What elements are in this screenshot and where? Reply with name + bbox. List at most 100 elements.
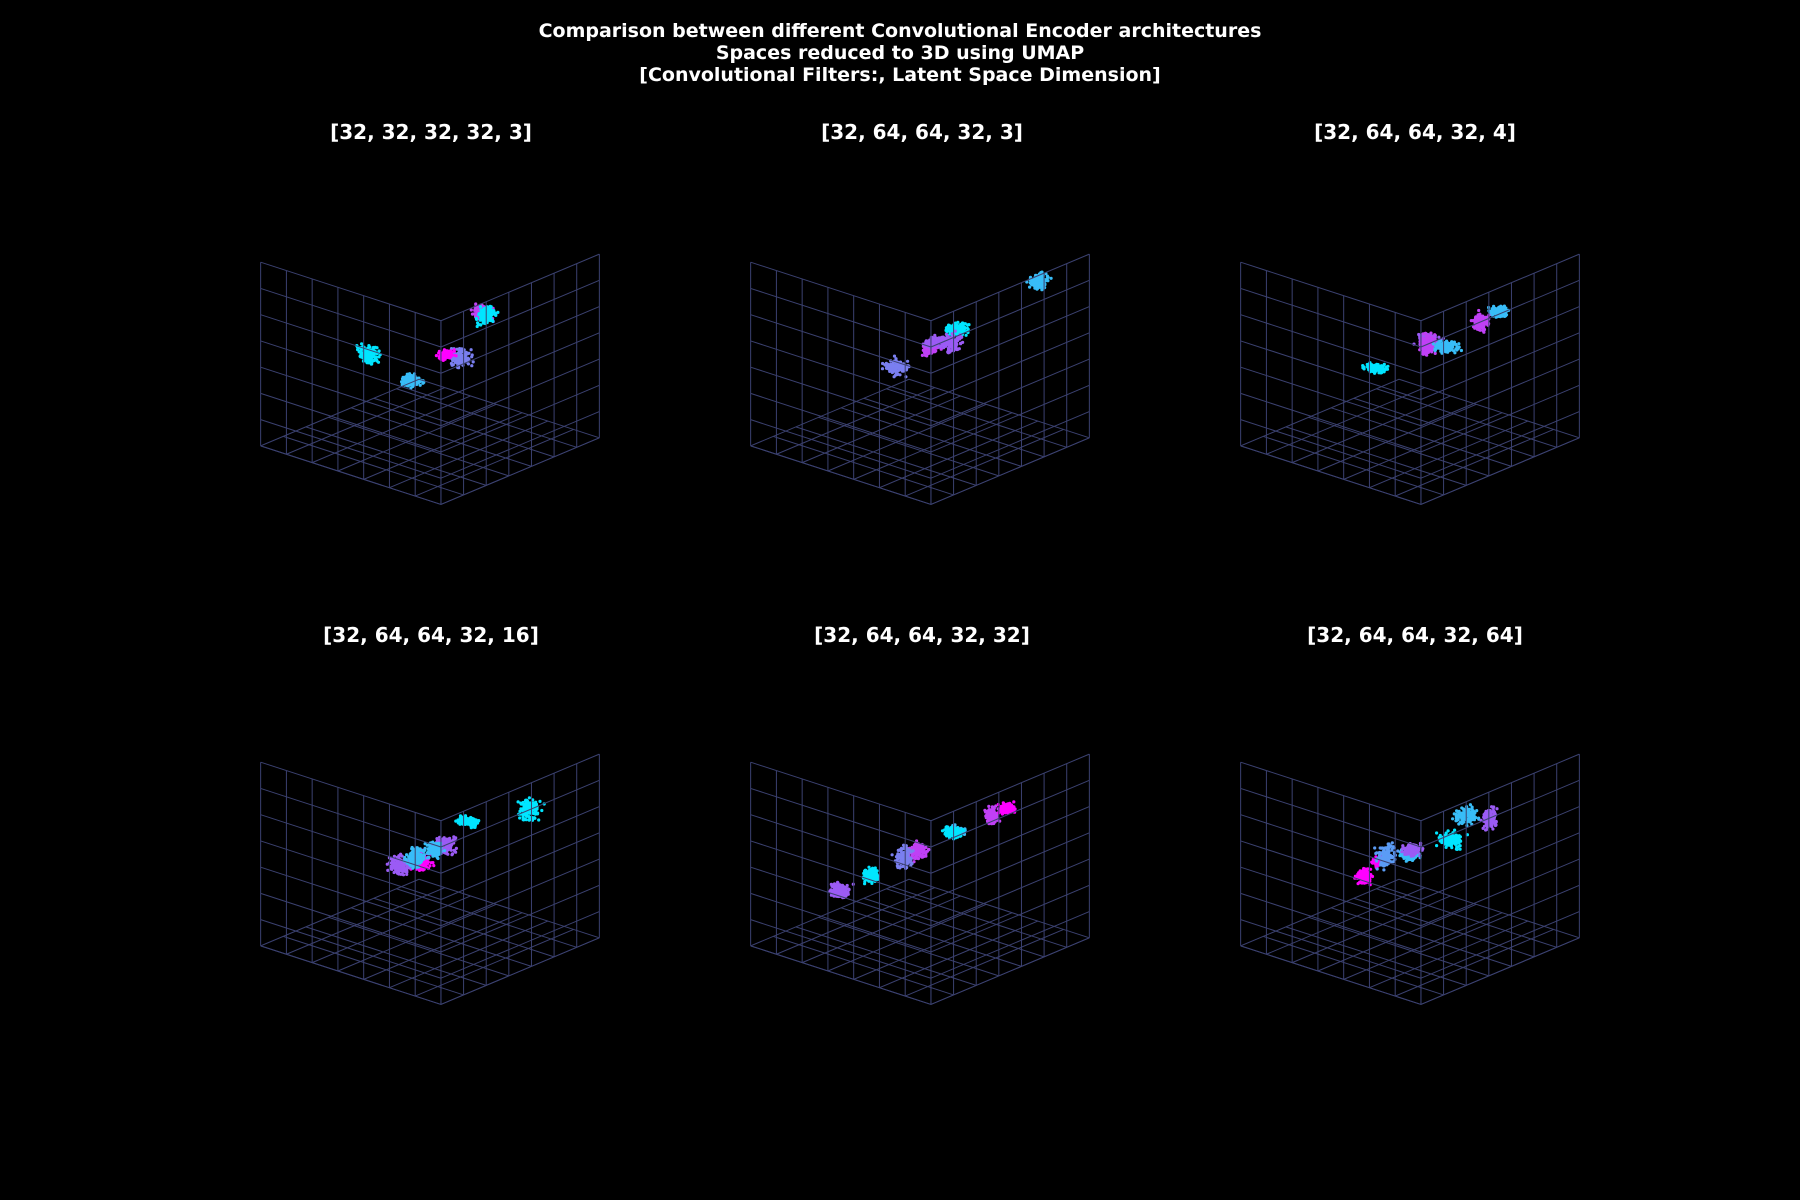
scatter-point [451,359,455,363]
scatter-point [1373,371,1377,375]
grid-line [440,279,600,348]
scatter-point [365,360,369,364]
grid-line [440,306,600,374]
scatter-point [418,383,422,387]
scatter-point [890,853,894,857]
scatter-point [442,849,447,853]
scatter-point [890,370,895,375]
scatter-point [448,349,453,353]
scatter-point [408,374,412,378]
grid-line [440,358,600,427]
scatter-point [1424,331,1428,336]
scatter-point [1382,362,1386,366]
scatter-point [430,846,434,850]
grid-line [311,895,471,964]
scatter-point [867,870,871,874]
scatter-point [526,803,530,808]
scatter-point [958,324,963,328]
grid-line [1369,420,1529,489]
grid-line [795,426,977,486]
scatter-point [390,867,394,872]
grid-line [440,253,600,322]
scatter-point [385,862,389,866]
scatter-point [523,817,527,821]
scatter-point [958,829,962,833]
grid-line [1308,416,1489,477]
title-line-2: Spaces reduced to 3D using UMAP [715,42,1085,64]
subplot-title-5: [32, 64, 64, 32, 32] [814,623,1030,647]
scatter-point [920,855,924,859]
scatter-point [411,375,415,379]
scatter-point [924,845,928,850]
grid-line [363,412,523,480]
scatter-point [1040,270,1044,274]
scatter-point [463,814,468,818]
scatter-point [405,372,409,376]
scatter-point [925,849,930,853]
grid-line [801,395,961,464]
scatter-point [937,345,941,349]
scatter-point [450,363,454,367]
grid-line [1263,435,1444,496]
scatter-point [917,850,921,855]
scatter-point [422,380,426,384]
scatter-point [1044,279,1048,283]
scatter-point [404,381,408,385]
scatter-point [496,310,500,314]
grid-line [930,779,1090,848]
grid-line [1240,314,1422,374]
cluster-1 [1487,304,1511,319]
scatter-point [927,348,932,352]
scatter-point [415,846,419,850]
grid-line [389,920,549,989]
scatter-point [534,802,539,807]
scatter-point [953,828,958,832]
grid-line [418,378,600,439]
scatter-point [359,352,363,356]
scatter-point [415,849,419,853]
scatter-point [963,322,967,326]
scatter-point [846,892,850,896]
scatter-point [959,329,963,333]
scatter-point [953,321,958,325]
scatter-point [373,358,378,362]
grid-line [440,384,600,453]
scatter-point [425,856,429,860]
scatter-point [366,356,370,360]
grid-line [1240,340,1422,400]
grid-line [1420,437,1580,505]
scatter-point [924,339,928,343]
scatter-point [473,308,477,312]
scatter-point [999,806,1003,811]
scatter-point [400,380,404,384]
scatter-point [1502,304,1506,308]
scatter-point [931,341,935,345]
scatter-point [836,884,840,888]
grid-line [750,892,932,953]
scatter-point [466,362,470,366]
grid-line [415,428,574,497]
grid-line [1395,428,1554,497]
grid-line [363,912,523,980]
grid-line [750,761,932,822]
scatter-point [871,866,875,870]
scatter-point [996,802,1000,807]
scatter-point [437,351,441,355]
grid-line [440,937,600,1005]
subplot-1 [355,302,500,390]
grid-line [337,403,497,472]
grid-line [750,366,932,427]
grid-line [260,892,442,953]
scatter-point [493,311,497,315]
grid-line [283,435,464,496]
scatter-point [518,816,522,820]
scatter-point [1049,276,1053,280]
scatter-point [397,872,401,876]
scatter-point [1444,342,1448,346]
scatter-point [944,344,948,348]
scatter-point [945,825,949,829]
scatter-point [527,796,532,800]
scatter-point [944,332,949,336]
scatter-point [400,872,404,876]
